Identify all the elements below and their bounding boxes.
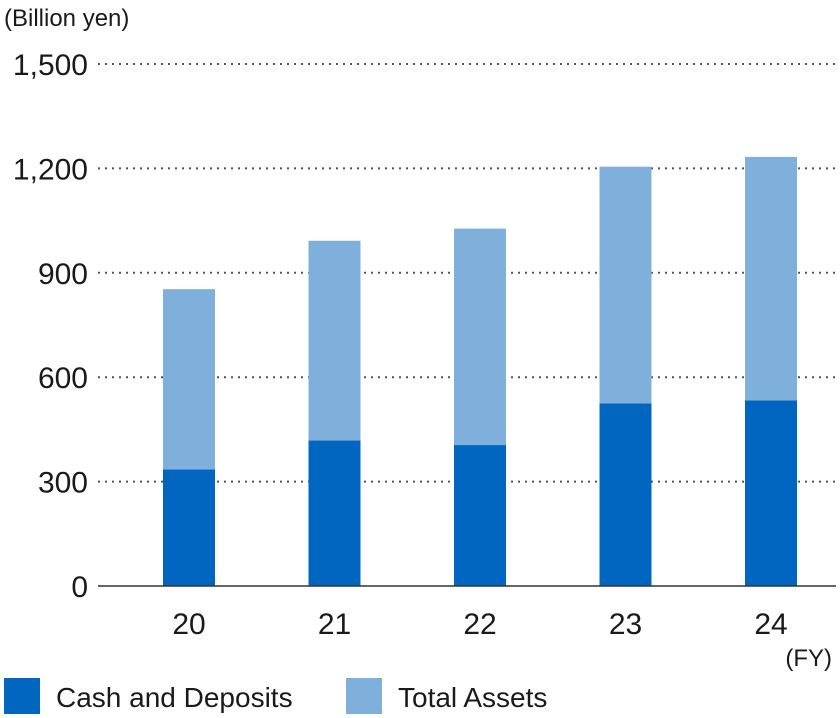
legend-label-cash-and-deposits: Cash and Deposits [56,682,293,713]
bars [163,156,797,586]
y-tick-label: 300 [38,467,88,500]
bar-total-assets-20 [163,289,215,470]
legend: Cash and Deposits Total Assets [4,678,547,714]
y-tick-label: 1,500 [13,49,88,82]
x-tick-label: 24 [754,608,787,641]
y-axis-ticks: 0 300 600 900 1,200 1,500 [13,49,88,604]
bar-cash-and-deposits-21 [308,440,361,586]
bar-cash-and-deposits-23 [599,403,652,586]
bar-total-assets-21 [308,240,361,441]
x-tick-label: 23 [609,608,642,641]
legend-swatch-cash-and-deposits [4,678,40,714]
bar-total-assets-24 [745,156,797,401]
y-tick-label: 0 [71,571,88,604]
x-axis-ticks: 20 21 22 23 24 [172,608,787,641]
x-tick-label: 22 [463,608,496,641]
bar-cash-and-deposits-24 [745,400,797,586]
bar-cash-and-deposits-22 [454,445,506,586]
y-tick-label: 900 [38,258,88,291]
y-tick-label: 600 [38,362,88,395]
bar-cash-and-deposits-20 [163,469,215,586]
y-tick-label: 1,200 [13,153,88,186]
legend-label-total-assets: Total Assets [398,682,547,713]
y-unit-label: (Billion yen) [4,5,129,32]
bar-total-assets-23 [599,166,652,404]
bar-total-assets-22 [454,228,506,446]
x-tick-label: 21 [318,608,351,641]
x-tick-label: 20 [172,608,205,641]
x-unit-label: (FY) [785,645,832,672]
legend-swatch-total-assets [346,678,382,714]
